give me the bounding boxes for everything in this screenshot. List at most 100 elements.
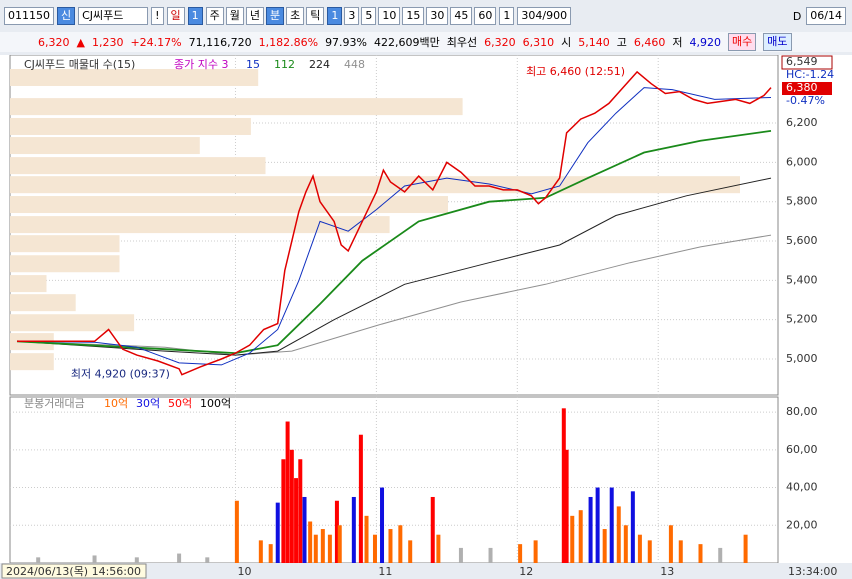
volume-bar	[308, 521, 313, 563]
y-tick-label: 5,200	[786, 313, 818, 326]
bid: 6,310	[522, 35, 555, 49]
volume-bar	[430, 496, 435, 563]
date[interactable]: 06/14	[806, 7, 846, 25]
volume-bar	[637, 534, 642, 563]
volume-bar	[743, 534, 748, 563]
y-tick-label: 6,000	[786, 155, 818, 168]
best-label: 최우선	[446, 36, 478, 49]
volume-profile-bar	[10, 235, 120, 253]
volume-bar	[177, 553, 182, 563]
y-tick-label: 60,00	[786, 443, 818, 456]
volume-bar	[268, 544, 273, 563]
tab[interactable]: 초	[286, 7, 305, 25]
price: 6,320	[38, 35, 70, 49]
sell[interactable]: 매도	[763, 33, 792, 51]
interval[interactable]: 45	[450, 7, 473, 25]
arrow: ▲	[76, 35, 85, 49]
stock-name[interactable]: CJ씨푸드	[78, 7, 149, 25]
annotation: 최저 4,920 (09:37)	[71, 368, 170, 381]
volume-profile-bar	[10, 137, 200, 155]
volume-profile-bar	[10, 176, 740, 194]
volume-bar	[388, 529, 393, 563]
volume-bar	[205, 557, 210, 563]
legend-entry: 448	[344, 58, 365, 71]
x-start-label: 2024/06/13(목) 14:56:00	[6, 565, 141, 578]
x-end-label: 13:34:00	[788, 565, 837, 578]
volume-bar	[564, 449, 569, 563]
volume-bar	[289, 449, 294, 563]
chart: 5,000 5,200 5,400 5,600 5,800 6,000 6,200 최고 6,…	[0, 55, 852, 579]
volume-bar	[281, 459, 286, 563]
x-tick-label: 11	[378, 565, 392, 578]
volume-bar	[92, 555, 97, 563]
legend-entry: 10억	[104, 397, 128, 410]
buy[interactable]: 매수	[728, 33, 757, 51]
tab[interactable]: 년	[245, 7, 265, 25]
price-line	[17, 70, 772, 376]
volume-bar	[275, 502, 280, 563]
ma-line	[16, 87, 772, 366]
count[interactable]: 1	[499, 7, 515, 25]
period-n[interactable]: 1	[187, 7, 203, 25]
open-label: 시	[561, 36, 572, 49]
interval[interactable]: 60	[474, 7, 497, 25]
volume-bar	[364, 515, 369, 563]
strength: 97.93%	[325, 35, 368, 49]
volume-profile-bar	[10, 117, 251, 135]
volume-bar	[609, 487, 614, 563]
tab[interactable]: 분	[266, 7, 285, 25]
volume-bar	[616, 506, 621, 563]
volume-bar	[718, 547, 723, 563]
quote-bar: 6,320 ▲ 1,230 +24.17% 71,116,720 1,182.8…	[0, 32, 852, 52]
interval[interactable]: 10	[378, 7, 401, 25]
volume-bar	[570, 515, 575, 563]
alert[interactable]: !	[151, 7, 164, 25]
interval[interactable]: 3	[344, 7, 360, 25]
tab[interactable]: 틱	[306, 7, 325, 25]
code[interactable]: 011150	[4, 7, 54, 25]
axis-label: HC:-1.24	[786, 68, 834, 81]
x-tick-label: 12	[519, 565, 533, 578]
d[interactable]: D	[792, 9, 802, 23]
legend-entry: 50억	[168, 397, 192, 410]
volume-bar	[561, 408, 566, 563]
volume-bar	[668, 525, 673, 563]
volume-profile-bar	[10, 275, 47, 293]
volume-bar	[488, 547, 493, 563]
axis-label: -0.47%	[786, 94, 825, 107]
interval[interactable]: 30	[426, 7, 449, 25]
volume-bar	[533, 540, 538, 563]
volume-bar	[334, 500, 339, 563]
volume-bar	[327, 534, 332, 563]
volume-bar	[647, 540, 652, 563]
tab[interactable]: 주	[205, 7, 224, 25]
change-pct: +24.17%	[130, 35, 182, 49]
legend-entry: 224	[309, 58, 330, 71]
volume-bar	[134, 557, 139, 563]
interval[interactable]: 15	[402, 7, 425, 25]
y-tick-label: 80,00	[786, 405, 818, 418]
y-tick-label: 5,400	[786, 273, 818, 286]
interval[interactable]: 5	[361, 7, 377, 25]
volume-bar	[436, 534, 441, 563]
change: 1,230	[91, 35, 124, 49]
interval[interactable]: 1	[327, 7, 343, 25]
volume-bar	[458, 547, 463, 563]
tab[interactable]: 월	[225, 7, 244, 25]
volume-bar	[578, 510, 583, 563]
volume-profile-bar	[10, 314, 135, 332]
volume-bar	[358, 434, 363, 563]
period[interactable]: 일	[166, 7, 185, 25]
y-tick-label: 5,600	[786, 234, 818, 247]
volume-profile-bar	[10, 353, 54, 371]
x-tick-label: 10	[237, 565, 251, 578]
volume-bar	[320, 529, 325, 563]
high-label: 고	[616, 36, 627, 49]
y-tick-label: 6,200	[786, 116, 818, 129]
volume-bar	[351, 496, 356, 563]
intervals: 1 3 5 10 15 30 45 60	[327, 7, 497, 25]
x-axis-bg	[0, 563, 852, 579]
legend-entry: 100억	[200, 397, 231, 410]
